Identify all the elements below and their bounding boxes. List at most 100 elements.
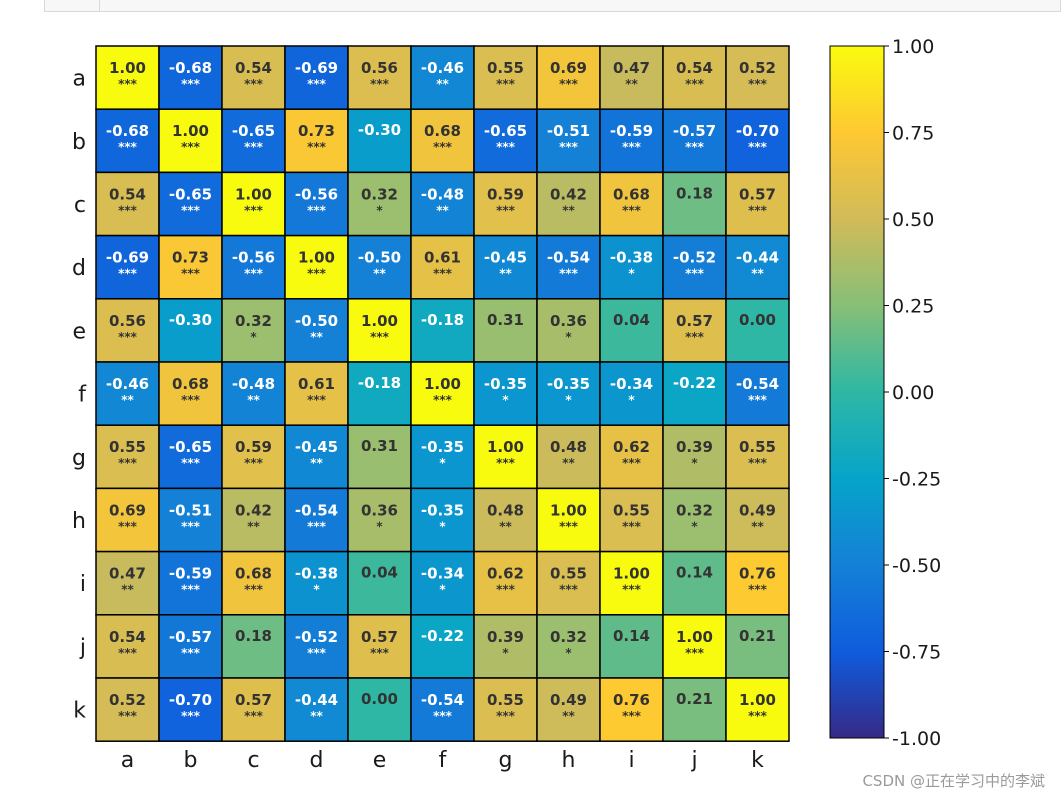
heatmap-cell: -0.54*** [284,487,349,553]
cell-value-label: 0.14 [613,627,650,645]
heatmap-cell: 1.00*** [284,234,349,300]
colorbar-tick-label: 0.00 [892,382,934,404]
cell-value-label: 0.36 [550,312,587,330]
heatmap-cell: 0.62*** [473,550,538,616]
heatmap-cell: 0.56*** [95,298,160,363]
cell-significance-label: *** [118,330,138,344]
heatmap-cell: 0.54*** [221,45,286,110]
heatmap-cell: -0.51*** [158,487,223,553]
cell-value-label: -0.56 [232,249,275,267]
row-tick-label: g [72,446,86,471]
heatmap-cell: 0.57*** [662,298,727,363]
heatmap-cell: -0.30 [347,108,412,174]
heatmap-cell: 0.48** [536,424,601,490]
heatmap-cell: -0.56*** [284,171,349,237]
cell-value-label: 0.55 [613,501,650,519]
cell-value-label: -0.34 [421,565,464,583]
heatmap-cell: -0.35* [410,487,475,553]
heatmap-cell: 0.04 [347,550,412,616]
cell-significance-label: *** [244,77,264,91]
row-tick-label: j [79,635,86,660]
cell-significance-label: ** [751,519,764,533]
heatmap-cell: 0.56*** [347,45,412,110]
cell-significance-label: *** [559,583,579,597]
heatmap-cell: 0.61*** [410,234,475,300]
heatmap-cell: 0.39* [473,614,538,679]
colorbar-gradient [829,45,885,739]
cell-value-label: 0.00 [739,311,776,329]
cell-significance-label: ** [373,267,386,281]
cell-significance-label: *** [307,203,327,217]
cell-significance-label: *** [307,77,327,91]
heatmap-cell: 0.49** [536,677,601,742]
cell-significance-label: * [502,393,509,407]
cell-significance-label: ** [310,709,323,723]
cell-value-label: 0.68 [424,122,461,140]
cell-significance-label: *** [748,456,768,470]
heatmap-cell: 0.48** [473,487,538,553]
cell-value-label: -0.54 [736,375,779,393]
cell-significance-label: *** [622,456,642,470]
cell-value-label: -0.34 [610,375,653,393]
cell-significance-label: * [376,203,383,217]
heatmap-cell: -0.34* [599,361,664,426]
heatmap-cell: 0.55*** [536,550,601,616]
column-labels: a b c d e f g h i j k [121,748,764,773]
cell-value-label: -0.54 [421,691,464,709]
heatmap-cell: 0.42** [536,171,601,237]
cell-value-label: 0.54 [235,59,272,77]
cell-value-label: 0.57 [739,185,776,203]
heatmap-cell: -0.68*** [95,108,160,174]
heatmap-cell: -0.52*** [284,614,349,679]
cell-significance-label: *** [244,456,264,470]
heatmap-cell: 0.55*** [473,677,538,742]
cell-value-label: -0.35 [547,375,590,393]
heatmap-cell: 0.21 [662,677,727,742]
cell-value-label: 0.55 [550,565,587,583]
heatmap-cell: 0.69*** [536,45,601,110]
cell-value-label: 0.04 [361,564,398,582]
heatmap-cell: 0.04 [599,298,664,363]
heatmap-cell: 0.57*** [221,677,286,742]
cell-significance-label: * [565,393,572,407]
heatmap-cell: 0.55*** [599,487,664,553]
heatmap-cell: -0.65*** [158,424,223,490]
cell-value-label: -0.48 [232,375,275,393]
column-tick-label: d [310,748,324,773]
row-tick-label: a [73,67,86,92]
heatmap-cell: -0.68*** [158,45,223,110]
cell-significance-label: *** [496,77,516,91]
cell-value-label: 0.21 [739,627,776,645]
heatmap-cell: -0.18 [410,298,475,363]
cell-value-label: 0.39 [487,628,524,646]
heatmap-cell: -0.57*** [662,108,727,174]
cell-value-label: 0.52 [109,691,146,709]
cell-value-label: 0.47 [109,565,146,583]
cell-significance-label: *** [496,709,516,723]
cell-value-label: -0.57 [673,122,716,140]
cell-value-label: 0.76 [739,565,776,583]
row-tick-label: i [80,572,86,597]
cell-value-label: 0.55 [487,59,524,77]
cell-significance-label: *** [244,709,264,723]
cell-value-label: -0.45 [484,249,527,267]
cell-value-label: 0.32 [550,628,587,646]
cell-value-label: -0.59 [169,565,212,583]
colorbar-tick-label: 1.00 [892,36,934,58]
cell-value-label: 0.54 [676,59,713,77]
column-tick-label: k [751,748,764,773]
cell-value-label: 0.57 [361,628,398,646]
cell-significance-label: * [313,583,320,597]
cell-significance-label: *** [118,519,138,533]
cell-value-label: 0.59 [235,438,272,456]
cell-significance-label: ** [310,330,323,344]
column-tick-label: j [690,748,697,773]
heatmap-cell: 1.00*** [221,171,286,237]
heatmap-cell: -0.38* [599,234,664,300]
heatmap-cell: -0.70*** [725,108,790,174]
cell-value-label: 1.00 [550,501,587,519]
cell-value-label: 0.61 [298,375,335,393]
cell-significance-label: * [565,330,572,344]
heatmap-cell: 0.00 [725,298,790,363]
cell-value-label: 0.18 [235,627,272,645]
